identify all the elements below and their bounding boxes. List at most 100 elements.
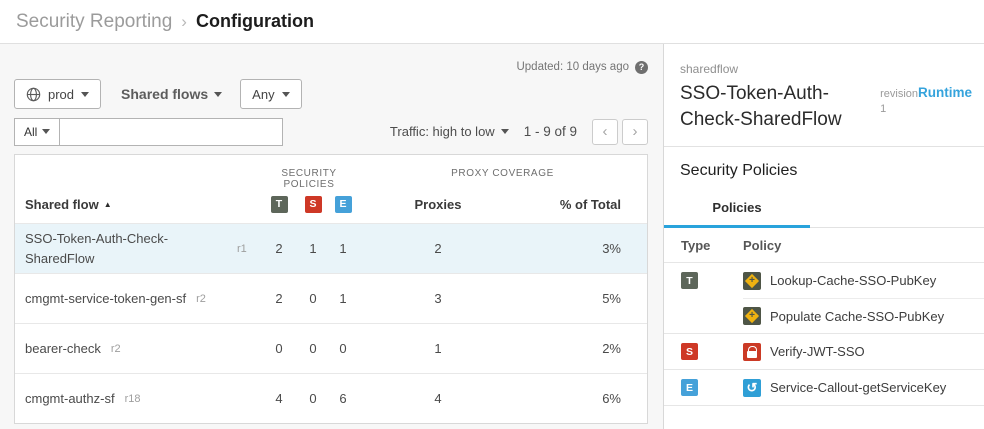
- search-scope-dropdown[interactable]: All: [14, 117, 61, 146]
- security-count: 0: [309, 341, 317, 356]
- security-badge: S: [681, 343, 698, 361]
- help-icon[interactable]: ?: [635, 60, 648, 74]
- revision-meta: revision Runtime 1: [880, 81, 972, 132]
- search-input[interactable]: [60, 117, 284, 146]
- prev-page-button[interactable]: ‹: [592, 118, 618, 145]
- updated-row: Updated: 10 days ago ?: [14, 60, 663, 74]
- column-type: Type: [681, 237, 711, 253]
- security-count: 1: [309, 241, 317, 256]
- proxies-count: 4: [434, 391, 442, 406]
- cache-icon: [743, 271, 761, 290]
- environment-dropdown[interactable]: prod: [14, 79, 102, 109]
- group-header-row: SECURITY POLICIES PROXY COVERAGE: [15, 155, 647, 190]
- detail-panel: sharedflow SSO-Token-Auth-Check-SharedFl…: [663, 44, 984, 429]
- extension-count: 1: [339, 241, 347, 256]
- search-scope-label: All: [24, 124, 38, 139]
- next-page-button[interactable]: ›: [622, 118, 648, 145]
- lock-icon: [743, 342, 761, 361]
- table-row[interactable]: bearer-check r2 0 0 0 1 2%: [15, 323, 647, 373]
- table-row[interactable]: SSO-Token-Auth-Check-SharedFlow r1 2 1 1…: [15, 223, 647, 273]
- breadcrumb: Security Reporting › Configuration: [0, 0, 984, 44]
- extension-badge: E: [681, 379, 698, 397]
- updated-label: Updated: 10 days ago: [516, 61, 629, 73]
- globe-icon: [26, 87, 41, 101]
- proxies-count: 1: [434, 341, 442, 356]
- table-row[interactable]: cmgmt-service-token-gen-sf r2 2 0 1 3 5%: [15, 273, 647, 323]
- traffic-count: 4: [275, 391, 283, 406]
- traffic-count: 0: [275, 341, 283, 356]
- traffic-sort-dropdown[interactable]: Traffic: high to low: [390, 124, 509, 139]
- section-title: Security Policies: [680, 162, 798, 179]
- column-header-row: Shared flow ▲ T S E Proxies %: [15, 185, 647, 223]
- extension-count: 0: [339, 341, 347, 356]
- security-policies-group-header: SECURITY POLICIES: [281, 168, 337, 190]
- table-row[interactable]: cmgmt-authz-sf r18 4 0 6 4 6%: [15, 373, 647, 423]
- panel-title: SSO-Token-Auth-Check-SharedFlow: [680, 83, 842, 130]
- policy-name: Service-Callout-getServiceKey: [770, 380, 947, 395]
- panel-header: sharedflow SSO-Token-Auth-Check-SharedFl…: [664, 44, 984, 146]
- shared-flow-name: cmgmt-service-token-gen-sf: [25, 290, 187, 306]
- environment-label: prod: [48, 86, 75, 102]
- pagination-range: 1 - 9 of 9: [523, 124, 577, 139]
- column-policy: Policy: [743, 237, 782, 253]
- breadcrumb-separator-icon: ›: [181, 12, 187, 31]
- revision-label: revision: [880, 88, 918, 100]
- column-traffic-policies: T: [260, 195, 298, 213]
- pct-of-total: 2%: [602, 341, 621, 356]
- pct-of-total: 5%: [602, 291, 621, 306]
- policy-item[interactable]: Lookup-Cache-SSO-PubKey: [743, 263, 984, 298]
- column-shared-flow-label: Shared flow: [25, 196, 99, 212]
- column-shared-flow[interactable]: Shared flow ▲: [15, 197, 260, 212]
- traffic-count: 2: [275, 241, 283, 256]
- shared-flow-revision: r1: [237, 242, 247, 255]
- table-header: SECURITY POLICIES PROXY COVERAGE Shared …: [15, 155, 647, 223]
- policy-item[interactable]: Populate Cache-SSO-PubKey: [743, 298, 984, 333]
- policy-name: Lookup-Cache-SSO-PubKey: [770, 273, 937, 288]
- shared-flow-name: SSO-Token-Auth-Check-SharedFlow: [25, 231, 169, 266]
- column-extension-policies: E: [328, 195, 358, 213]
- runtime-link[interactable]: Runtime: [918, 85, 972, 100]
- policy-item[interactable]: Verify-JWT-SSO: [743, 334, 984, 369]
- panel-body: Security Policies Policies Type Policy T: [664, 147, 984, 406]
- traffic-count: 2: [275, 291, 283, 306]
- traffic-badge: T: [681, 272, 698, 290]
- policy-group-security: S Verify-JWT-SSO: [664, 334, 984, 370]
- list-tools: Traffic: high to low 1 - 9 of 9 ‹ ›: [390, 118, 648, 145]
- shared-flow-name: bearer-check: [25, 340, 101, 356]
- entity-kind-label: sharedflow: [680, 62, 739, 76]
- pct-of-total: 6%: [602, 391, 621, 406]
- revision-value: 1: [880, 103, 887, 115]
- chevron-down-icon: [500, 129, 509, 134]
- chevron-down-icon: [281, 91, 290, 97]
- content: Updated: 10 days ago ? prod Shared flows: [0, 44, 984, 429]
- column-proxies: Proxies: [414, 196, 462, 212]
- column-security-policies: S: [298, 195, 328, 213]
- shared-flow-revision: r2: [110, 342, 121, 355]
- scope-dropdown[interactable]: Shared flows: [121, 86, 223, 102]
- proxy-coverage-group-header: PROXY COVERAGE: [451, 168, 554, 179]
- pager: ‹ ›: [592, 118, 648, 145]
- policy-filter-dropdown[interactable]: Any: [240, 79, 302, 109]
- extension-count: 1: [339, 291, 347, 306]
- chevron-down-icon: [214, 91, 223, 97]
- extension-count: 6: [339, 391, 347, 406]
- page-title: Configuration: [195, 11, 314, 31]
- shared-flow-name: cmgmt-authz-sf: [25, 390, 115, 406]
- traffic-badge: T: [270, 195, 288, 213]
- sort-ascending-icon: ▲: [103, 199, 112, 209]
- cache-icon: [743, 307, 761, 325]
- shared-flow-revision: r2: [196, 292, 206, 305]
- breadcrumb-parent[interactable]: Security Reporting: [16, 10, 173, 32]
- proxies-count: 3: [434, 291, 442, 306]
- tab-policies[interactable]: Policies: [664, 193, 810, 228]
- security-count: 0: [309, 291, 317, 306]
- policy-item[interactable]: Service-Callout-getServiceKey: [743, 370, 984, 405]
- shared-flow-revision: r18: [124, 392, 141, 405]
- shared-flows-table: SECURITY POLICIES PROXY COVERAGE Shared …: [14, 154, 648, 424]
- security-count: 0: [309, 391, 317, 406]
- extension-badge: E: [334, 195, 352, 213]
- filter-row: prod Shared flows Any: [14, 78, 663, 110]
- panel-divider: [664, 146, 984, 147]
- column-pct-of-total: % of Total: [559, 196, 621, 212]
- policy-group-extension: E Service-Callout-getServiceKey: [664, 370, 984, 406]
